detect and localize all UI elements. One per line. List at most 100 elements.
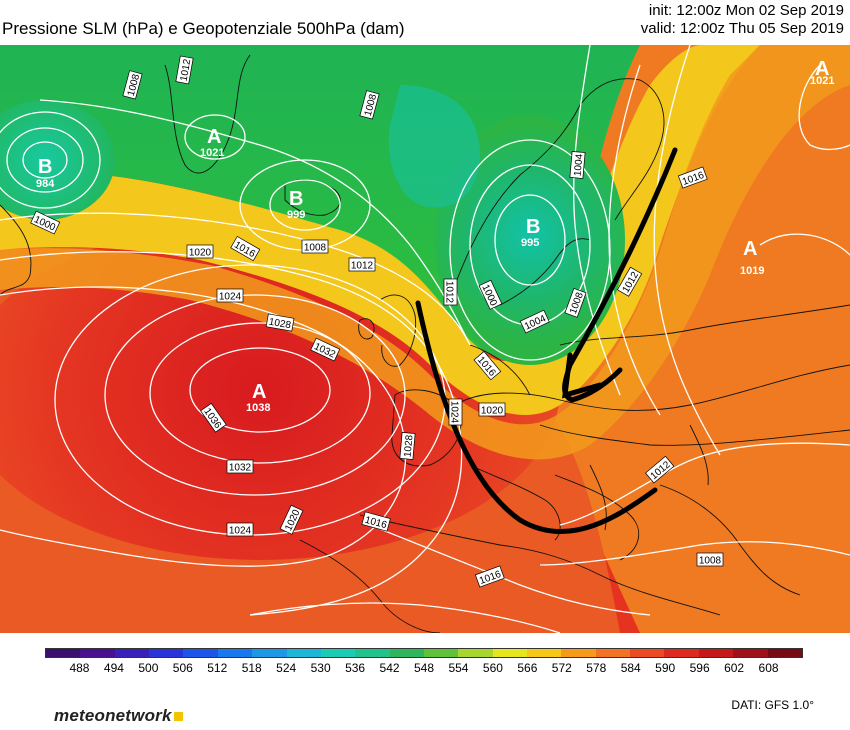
low-center-scandinavia: B 995 — [521, 216, 540, 249]
colorbar-segment — [389, 649, 424, 657]
colorbar-segment — [355, 649, 390, 657]
colorbar-tick-label: 536 — [345, 661, 366, 675]
colorbar-segment — [561, 649, 596, 657]
center-value: 1038 — [246, 402, 270, 414]
colorbar-segment — [595, 649, 631, 657]
colorbar-segment — [423, 649, 459, 657]
colorbar-tick-label: 596 — [689, 661, 710, 675]
orange-fringe — [0, 45, 850, 460]
colorbar-tick-label: 530 — [310, 661, 331, 675]
pressure-centers: B 984 A 1021 B 999 B 995 A 1021 A 1019 — [36, 58, 834, 414]
svg-text:1020: 1020 — [189, 248, 212, 259]
colorbar-tick-label: 572 — [551, 661, 572, 675]
isobar-label: 1012 — [348, 257, 376, 272]
brand-square-icon — [173, 712, 183, 721]
colorbar-tick-label: 488 — [69, 661, 90, 675]
colorbar-tick-label: 542 — [379, 661, 400, 675]
colorbar-tick-label: 506 — [172, 661, 193, 675]
colorbar-segment — [458, 649, 493, 657]
svg-text:1024: 1024 — [449, 401, 460, 424]
colorbar-segment — [80, 649, 115, 657]
colorbar-tick-label: 548 — [413, 661, 435, 675]
center-letter: A — [252, 381, 266, 403]
colorbar — [45, 648, 803, 658]
colorbar-tick-label: 560 — [482, 661, 503, 675]
colorbar-tick-label: 578 — [586, 661, 607, 675]
colorbar-segment — [320, 649, 356, 657]
isobar-label: 1024 — [226, 522, 254, 537]
colorbar-tick-label: 524 — [276, 661, 297, 675]
colorbar-segment — [217, 649, 253, 657]
colorbar-tick-label: 602 — [724, 661, 745, 675]
svg-text:1024: 1024 — [219, 292, 242, 303]
isobar-label: 1012 — [175, 55, 194, 85]
colorbar-tick-label: 500 — [138, 661, 159, 675]
valid-time: valid: 12:00z Thu 05 Sep 2019 — [640, 20, 844, 37]
colorbar-segment — [698, 649, 734, 657]
center-value: 999 — [287, 209, 305, 221]
colorbar-segment — [286, 649, 321, 657]
center-value: 984 — [36, 178, 55, 190]
center-letter: B — [38, 156, 52, 178]
colorbar-ticks: 488 494 500 506 512 518 524 530 536 542 548 554 560 5… — [45, 661, 803, 677]
isobar-label: 1020 — [186, 244, 214, 259]
colorbar-segment — [527, 649, 562, 657]
isobar-label: 1028 — [399, 432, 416, 460]
flow-arrows — [415, 147, 678, 534]
svg-text:1024: 1024 — [229, 526, 252, 537]
colorbar-segment — [733, 649, 768, 657]
colorbar-tick-label: 518 — [241, 661, 262, 675]
north-sea-teal — [388, 85, 480, 208]
svg-text:1012: 1012 — [179, 58, 194, 82]
init-time: init: 12:00z Mon 02 Sep 2019 — [648, 2, 844, 19]
colorbar-segment — [183, 649, 218, 657]
colorbar-tick-label: 554 — [448, 661, 469, 675]
colorbar-segment — [630, 649, 665, 657]
colorbar-tick-label: 608 — [758, 661, 779, 675]
isobar-label: 1032 — [226, 459, 254, 474]
colorbar-tick-label: 590 — [655, 661, 676, 675]
isobar-label: 1024 — [216, 288, 244, 303]
colorbar-tick-label: 584 — [620, 661, 641, 675]
low-center-iceland: B 999 — [287, 188, 305, 221]
center-value: 1021 — [200, 147, 224, 159]
colorbar-segment — [664, 649, 699, 657]
center-value: 995 — [521, 237, 539, 249]
low-center-labrador: B 984 — [36, 156, 55, 190]
svg-text:1008: 1008 — [304, 243, 327, 254]
center-letter: A — [815, 58, 829, 80]
isobar-label: 1004 — [569, 151, 586, 179]
labrador-low-shade — [0, 100, 115, 220]
brand-logo: meteonetwork — [54, 706, 183, 726]
isobar-label: 1008 — [696, 552, 724, 567]
svg-text:1012: 1012 — [351, 261, 374, 272]
svg-text:1032: 1032 — [229, 463, 252, 474]
colorbar-segment — [149, 649, 184, 657]
center-letter: A — [743, 238, 757, 260]
weather-map: B 984 A 1021 B 999 B 995 A 1021 A 1019 — [0, 45, 850, 633]
colorbar-segment — [767, 649, 802, 657]
coastlines — [0, 54, 850, 633]
colorbar-tick-label: 494 — [103, 661, 124, 675]
svg-text:1028: 1028 — [403, 434, 416, 458]
center-letter: B — [289, 188, 303, 210]
colorbar-tick-label: 566 — [517, 661, 538, 675]
center-value: 1021 — [810, 75, 834, 87]
colorbar-segment — [492, 649, 528, 657]
colorbar-segment — [46, 649, 81, 657]
chart-title: Pressione SLM (hPa) e Geopotenziale 500h… — [2, 19, 405, 38]
high-center-urals: A 1021 — [810, 58, 834, 87]
run-info: init: 12:00z Mon 02 Sep 2019 valid: 12:0… — [641, 2, 844, 38]
center-letter: B — [526, 216, 540, 238]
high-center-atlantic: A 1038 — [246, 381, 270, 414]
colorbar-segment — [252, 649, 287, 657]
center-value: 1019 — [740, 265, 764, 277]
isobar-label: 1020 — [478, 402, 506, 417]
high-center-greenland: A 1021 — [200, 126, 224, 159]
colorbar-segment — [114, 649, 150, 657]
svg-text:1004: 1004 — [573, 153, 586, 177]
isobar-label: 1008 — [301, 239, 329, 254]
svg-text:1020: 1020 — [481, 406, 504, 417]
high-center-russia: A 1019 — [740, 238, 764, 277]
center-letter: A — [207, 126, 221, 148]
